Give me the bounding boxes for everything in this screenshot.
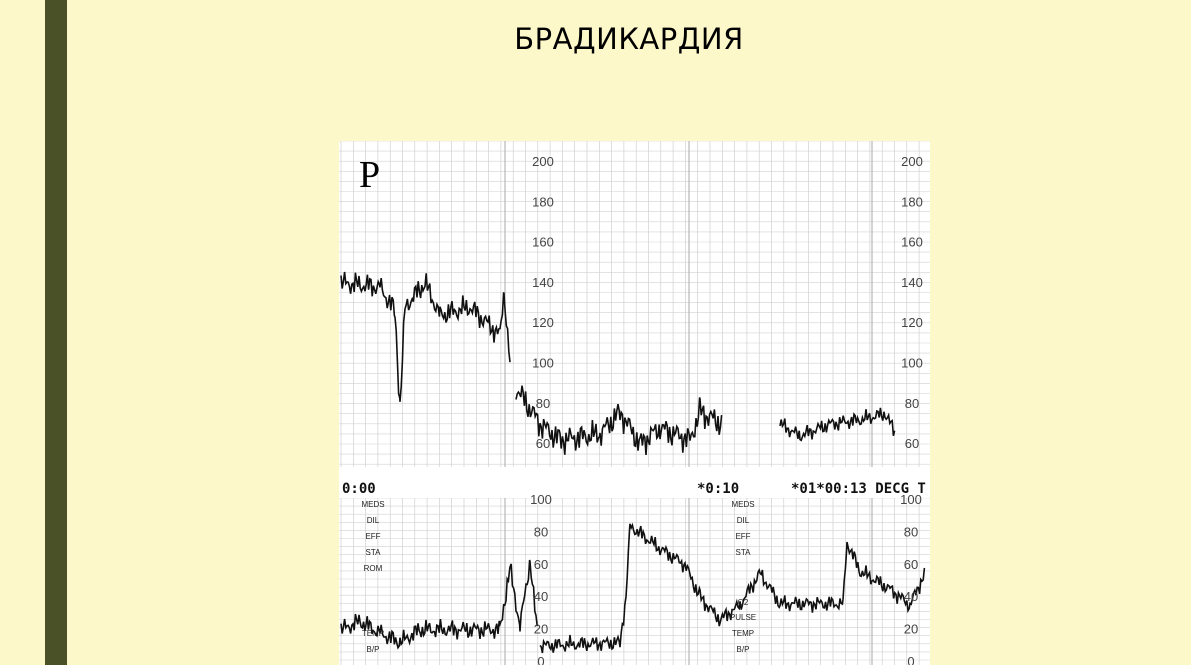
side-bar [45, 0, 67, 665]
trace [340, 271, 511, 402]
grid [339, 141, 930, 665]
fhr-scale-label: 180 [901, 194, 923, 209]
side-label: STA [366, 548, 382, 557]
side-label: PULSE [730, 613, 756, 622]
panel-label: P [359, 154, 380, 196]
side-label: DIL [367, 516, 380, 525]
timestamp: 0:00 [342, 481, 376, 497]
uc-scale-label: 40 [534, 589, 548, 604]
side-label: DIL [737, 516, 750, 525]
side-label: ROM [364, 564, 383, 573]
uc-scale-label: 100 [530, 492, 552, 507]
timestamp-band [339, 467, 930, 498]
trace [779, 407, 896, 442]
fhr-scale-label: 80 [536, 396, 550, 411]
side-label: MEDS [361, 500, 384, 509]
side-label: MEDS [731, 500, 754, 509]
uc-scale-label: 20 [534, 622, 548, 637]
fhr-scale-label: 60 [905, 436, 919, 451]
side-label: B/P [737, 645, 750, 654]
uc-scale-label: 100 [900, 492, 922, 507]
timestamp: *0:10 [697, 481, 739, 497]
uc-scale-label: 80 [904, 524, 918, 539]
timestamp: *01*00:13 DECG T [791, 481, 926, 497]
fhr-scale-label: 140 [901, 275, 923, 290]
fhr-scale-label: 180 [532, 194, 554, 209]
side-label: O2 [738, 598, 749, 607]
side-label: STA [736, 548, 752, 557]
fhr-scale-label: 100 [901, 356, 923, 371]
traces [340, 271, 926, 654]
fhr-scale-label: 160 [901, 235, 923, 250]
uc-scale-label: 20 [904, 622, 918, 637]
fhr-scale-label: 100 [532, 356, 554, 371]
fhr-scale-label: 200 [532, 154, 554, 169]
figure-background [339, 141, 930, 665]
uc-scale-label: 60 [904, 557, 918, 572]
uc-scale-label: 0 [537, 654, 544, 665]
trace [539, 522, 926, 654]
side-label: B/P [367, 645, 380, 654]
trace [340, 559, 538, 650]
side-label: EFF [735, 532, 750, 541]
uc-scale-label: 0 [907, 654, 914, 665]
side-label: EFF [365, 532, 380, 541]
fhr-scale-label: 60 [536, 436, 550, 451]
side-label: TEMP [362, 629, 384, 638]
slide-title: БРАДИКАРДИЯ [514, 22, 744, 56]
fhr-scale-label: 160 [532, 235, 554, 250]
uc-scale-label: 60 [534, 557, 548, 572]
trace [515, 385, 723, 455]
uc-scale-label: 80 [534, 524, 548, 539]
fhr-scale-label: 200 [901, 154, 923, 169]
fhr-scale-label: 140 [532, 275, 554, 290]
side-label: TEMP [732, 629, 754, 638]
fhr-scale-label: 120 [532, 315, 554, 330]
uc-scale-label: 40 [904, 589, 918, 604]
fhr-scale-label: 80 [905, 396, 919, 411]
fhr-scale-label: 120 [901, 315, 923, 330]
